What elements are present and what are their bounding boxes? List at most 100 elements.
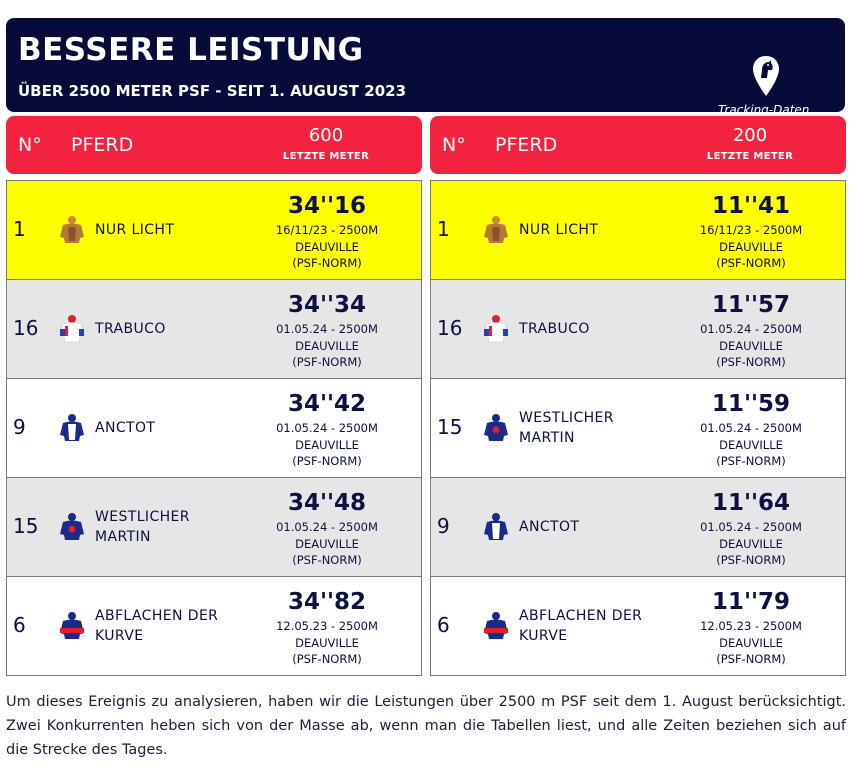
race-info: 01.05.24 - 2500M DEAUVILLE (PSF-NORM) — [671, 420, 831, 470]
horse-name: TRABUCO — [519, 321, 590, 337]
race-date: 01.05.24 - 2500M — [276, 421, 378, 435]
race-venue: DEAUVILLE — [719, 635, 783, 650]
navy-red-dot-silk-icon — [59, 512, 85, 542]
race-venue: DEAUVILLE — [719, 239, 783, 254]
race-track: (PSF-NORM) — [292, 553, 362, 567]
logo-label: Tracking-Daten — [718, 103, 810, 117]
time-value: 11''79 — [711, 589, 791, 615]
horse-name: ANCTOT — [519, 519, 580, 535]
table-row: 9 ANCTOT 34''42 01.05.24 - 2500M DEAUVIL… — [7, 378, 421, 477]
race-venue: DEAUVILLE — [719, 437, 783, 452]
race-track: (PSF-NORM) — [716, 454, 786, 468]
row-position: 1 — [13, 217, 26, 241]
race-date: 01.05.24 - 2500M — [700, 520, 802, 534]
race-info: 01.05.24 - 2500M DEAUVILLE (PSF-NORM) — [671, 519, 831, 569]
race-track: (PSF-NORM) — [292, 652, 362, 666]
race-venue: DEAUVILLE — [295, 437, 359, 452]
row-position: 9 — [437, 514, 450, 538]
table-body: 1 NUR LICHT 11''41 16/11/23 - 2500M DEAU… — [430, 180, 846, 676]
race-track: (PSF-NORM) — [292, 454, 362, 468]
race-track: (PSF-NORM) — [292, 256, 362, 270]
time-value: 34''34 — [287, 292, 367, 318]
row-position: 15 — [13, 514, 39, 538]
race-track: (PSF-NORM) — [716, 553, 786, 567]
column-header-distance: 200 — [732, 125, 768, 146]
race-info: 01.05.24 - 2500M DEAUVILLE (PSF-NORM) — [247, 321, 407, 371]
table-row: 16 TRABUCO 34''34 01.05.24 - 2500M DEAUV… — [7, 279, 421, 378]
brown-silk-icon — [59, 215, 85, 245]
race-date: 12.05.23 - 2500M — [276, 619, 378, 633]
race-venue: DEAUVILLE — [295, 338, 359, 353]
time-value: 11''59 — [711, 391, 791, 417]
table-row: 6 ABFLACHEN DER KURVE 34''82 12.05.23 - … — [7, 576, 421, 675]
table-row: 15 WESTLICHER MARTIN 34''48 01.05.24 - 2… — [7, 477, 421, 576]
navy-white-silk-icon — [483, 512, 509, 542]
column-header-distance-sub: LETZTE METER — [706, 151, 794, 162]
horse-name: ANCTOT — [95, 420, 156, 436]
table-row: 15 WESTLICHER MARTIN 11''59 01.05.24 - 2… — [431, 378, 845, 477]
race-venue: DEAUVILLE — [295, 635, 359, 650]
analysis-footnote: Um dieses Ereignis zu analysieren, haben… — [6, 694, 846, 758]
row-position: 6 — [437, 613, 450, 637]
race-track: (PSF-NORM) — [716, 355, 786, 369]
horse-name: WESTLICHER MARTIN — [519, 410, 614, 446]
row-position: 1 — [437, 217, 450, 241]
row-position: 6 — [13, 613, 26, 637]
race-info: 12.05.23 - 2500M DEAUVILLE (PSF-NORM) — [247, 618, 407, 668]
race-track: (PSF-NORM) — [716, 652, 786, 666]
tricolor-silk-icon — [483, 314, 509, 344]
column-header-horse: PFERD — [495, 134, 558, 156]
race-info: 01.05.24 - 2500M DEAUVILLE (PSF-NORM) — [671, 321, 831, 371]
race-date: 01.05.24 - 2500M — [700, 322, 802, 336]
horse-name: TRABUCO — [95, 321, 166, 337]
race-date: 16/11/23 - 2500M — [275, 223, 379, 237]
table-body: 1 NUR LICHT 34''16 16/11/23 - 2500M DEAU… — [6, 180, 422, 676]
table-row: 9 ANCTOT 11''64 01.05.24 - 2500M DEAUVIL… — [431, 477, 845, 576]
race-venue: DEAUVILLE — [295, 239, 359, 254]
time-value: 11''41 — [711, 193, 791, 219]
horse-name: ABFLACHEN DER KURVE — [519, 608, 643, 644]
column-header-nr: N° — [18, 134, 42, 156]
race-date: 01.05.24 - 2500M — [700, 421, 802, 435]
table-row: 6 ABFLACHEN DER KURVE 11''79 12.05.23 - … — [431, 576, 845, 675]
table-row: 1 NUR LICHT 11''41 16/11/23 - 2500M DEAU… — [431, 181, 845, 279]
table-last-600m: N° PFERD 600 LETZTE METER 1 NUR LICHT 34… — [6, 116, 422, 676]
page-title: BESSERE LEISTUNG — [18, 32, 364, 68]
row-position: 16 — [13, 316, 39, 340]
table-last-200m: N° PFERD 200 LETZTE METER 1 NUR LICHT 11… — [430, 116, 846, 676]
horse-name: WESTLICHER MARTIN — [95, 509, 190, 545]
column-header-nr: N° — [442, 134, 466, 156]
column-header-distance: 600 — [308, 125, 344, 146]
tricolor-silk-icon — [59, 314, 85, 344]
row-position: 16 — [437, 316, 463, 340]
page-subtitle: ÜBER 2500 METER PSF - SEIT 1. AUGUST 202… — [18, 82, 407, 100]
row-position: 15 — [437, 415, 463, 439]
race-info: 01.05.24 - 2500M DEAUVILLE (PSF-NORM) — [247, 420, 407, 470]
race-info: 16/11/23 - 2500M DEAUVILLE (PSF-NORM) — [671, 222, 831, 272]
navy-white-silk-icon — [59, 413, 85, 443]
time-value: 11''57 — [711, 292, 791, 318]
time-value: 34''16 — [287, 193, 367, 219]
page-header: BESSERE LEISTUNG ÜBER 2500 METER PSF - S… — [6, 18, 845, 117]
horse-name: NUR LICHT — [519, 222, 599, 238]
time-value: 34''82 — [287, 589, 367, 615]
column-header-distance-sub: LETZTE METER — [282, 151, 370, 162]
horse-head-pin-icon — [753, 56, 779, 96]
table-header: N° PFERD 600 LETZTE METER — [6, 116, 422, 174]
race-venue: DEAUVILLE — [719, 338, 783, 353]
time-value: 34''42 — [287, 391, 367, 417]
race-venue: DEAUVILLE — [719, 536, 783, 551]
race-info: 12.05.23 - 2500M DEAUVILLE (PSF-NORM) — [671, 618, 831, 668]
time-value: 11''64 — [711, 490, 791, 516]
table-row: 1 NUR LICHT 34''16 16/11/23 - 2500M DEAU… — [7, 181, 421, 279]
race-date: 01.05.24 - 2500M — [276, 322, 378, 336]
navy-red-dot-silk-icon — [483, 413, 509, 443]
race-date: 01.05.24 - 2500M — [276, 520, 378, 534]
race-info: 16/11/23 - 2500M DEAUVILLE (PSF-NORM) — [247, 222, 407, 272]
navy-red-silk-icon — [483, 611, 509, 641]
race-info: 01.05.24 - 2500M DEAUVILLE (PSF-NORM) — [247, 519, 407, 569]
race-track: (PSF-NORM) — [292, 355, 362, 369]
horse-name: ABFLACHEN DER KURVE — [95, 608, 219, 644]
race-date: 12.05.23 - 2500M — [700, 619, 802, 633]
time-value: 34''48 — [287, 490, 367, 516]
